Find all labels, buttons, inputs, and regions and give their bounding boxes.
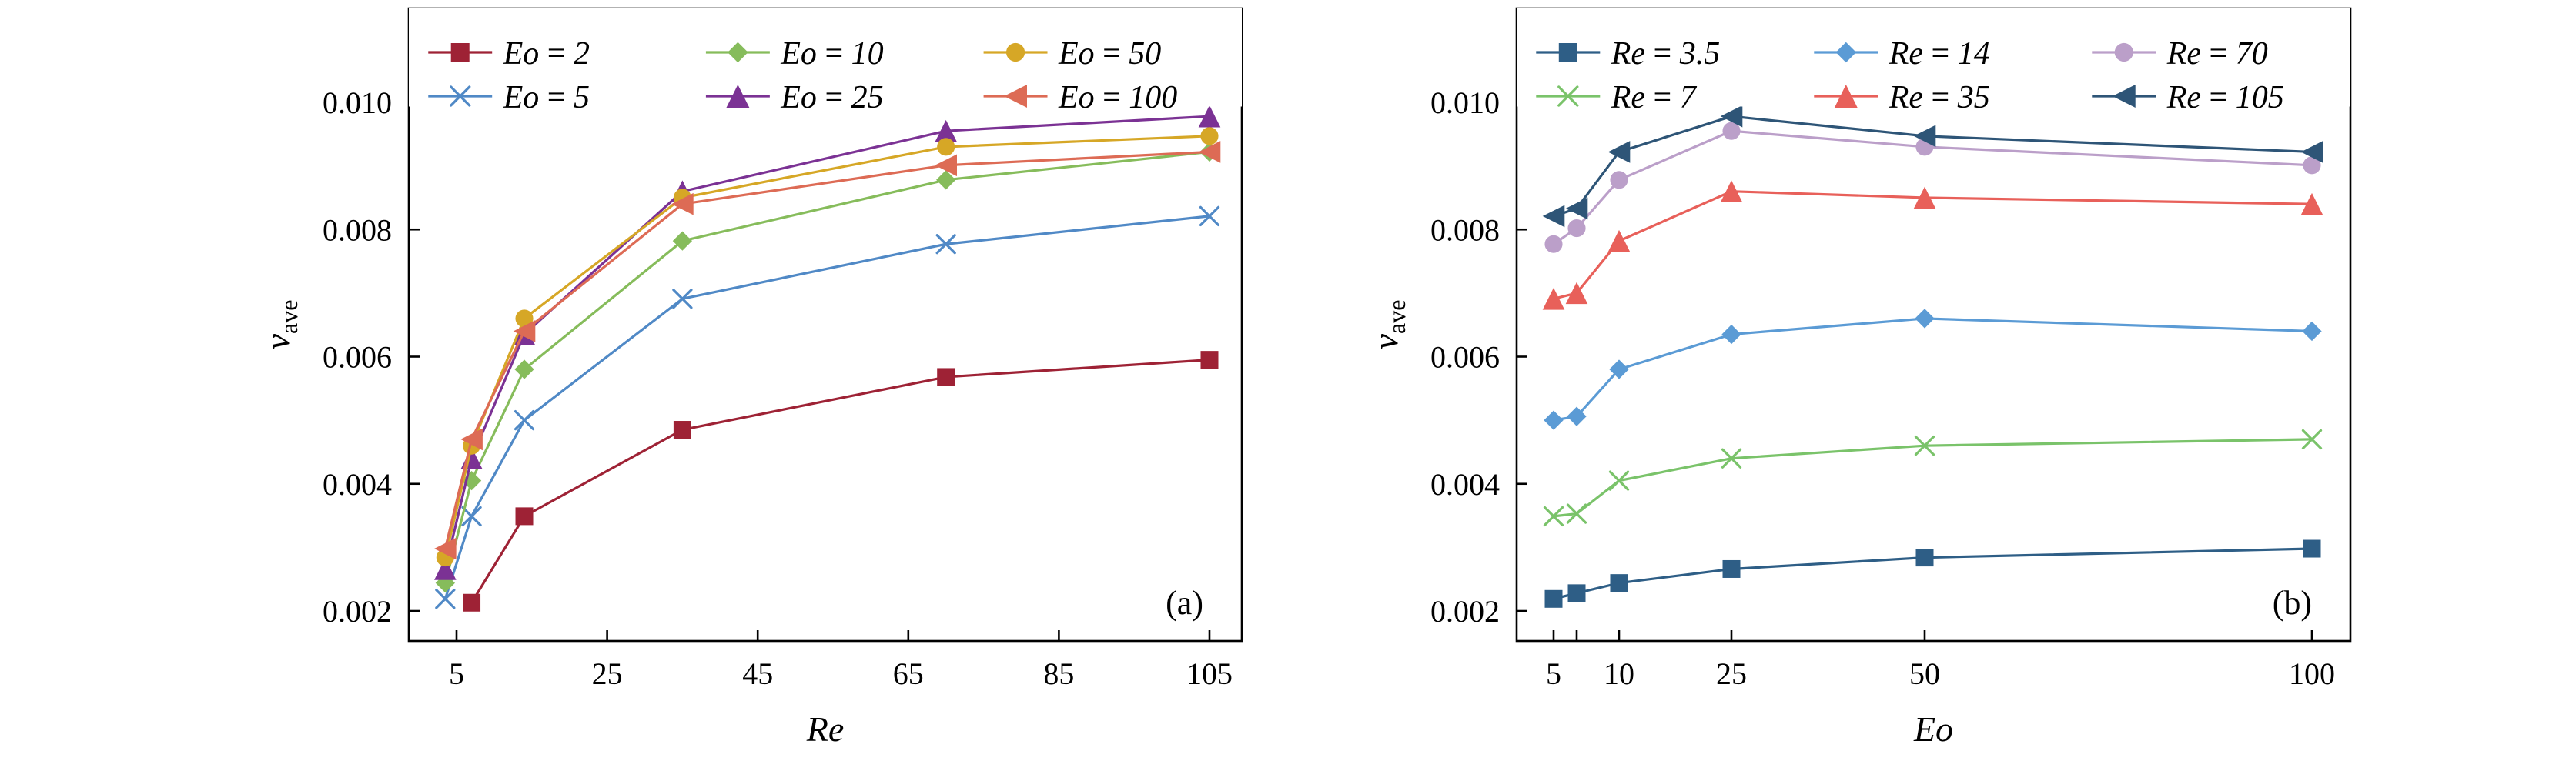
svg-text:105: 105 bbox=[1186, 656, 1233, 691]
svg-text:Eo: Eo bbox=[1913, 709, 1953, 749]
svg-text:Eo = 25: Eo = 25 bbox=[780, 80, 883, 115]
svg-text:(b): (b) bbox=[2273, 584, 2312, 622]
svg-text:25: 25 bbox=[1716, 656, 1747, 691]
svg-text:Re: Re bbox=[806, 709, 845, 749]
svg-text:Re = 14: Re = 14 bbox=[1889, 36, 1990, 72]
svg-text:Eo = 100: Eo = 100 bbox=[1058, 80, 1177, 115]
svg-text:65: 65 bbox=[893, 656, 924, 691]
svg-text:Re = 35: Re = 35 bbox=[1889, 80, 1990, 115]
svg-text:Re = 3.5: Re = 3.5 bbox=[1611, 36, 1720, 72]
svg-text:0.002: 0.002 bbox=[323, 594, 392, 629]
svg-text:0.006: 0.006 bbox=[323, 340, 392, 375]
svg-text:50: 50 bbox=[1909, 656, 1940, 691]
svg-text:Eo = 5: Eo = 5 bbox=[503, 80, 590, 115]
svg-text:Re = 70: Re = 70 bbox=[2166, 36, 2268, 72]
svg-text:0.008: 0.008 bbox=[1430, 212, 1500, 247]
svg-text:85: 85 bbox=[1043, 656, 1074, 691]
svg-text:0.004: 0.004 bbox=[1430, 467, 1500, 502]
svg-text:Eo = 50: Eo = 50 bbox=[1058, 36, 1161, 72]
svg-text:Eo = 2: Eo = 2 bbox=[503, 36, 590, 72]
svg-text:(a): (a) bbox=[1166, 584, 1203, 622]
svg-text:Re = 105: Re = 105 bbox=[2166, 80, 2284, 115]
svg-text:0.008: 0.008 bbox=[323, 212, 392, 247]
svg-text:0.010: 0.010 bbox=[323, 85, 392, 120]
svg-text:0.004: 0.004 bbox=[323, 467, 392, 502]
svg-text:25: 25 bbox=[592, 656, 623, 691]
svg-text:10: 10 bbox=[1604, 656, 1634, 691]
svg-text:Eo = 10: Eo = 10 bbox=[780, 36, 883, 72]
svg-text:0.006: 0.006 bbox=[1430, 340, 1500, 375]
svg-text:5: 5 bbox=[1546, 656, 1561, 691]
svg-text:5: 5 bbox=[449, 656, 464, 691]
svg-text:45: 45 bbox=[742, 656, 773, 691]
svg-text:100: 100 bbox=[2289, 656, 2335, 691]
svg-text:0.002: 0.002 bbox=[1430, 594, 1500, 629]
svg-text:Re = 7: Re = 7 bbox=[1611, 80, 1698, 115]
svg-text:0.010: 0.010 bbox=[1430, 85, 1500, 120]
